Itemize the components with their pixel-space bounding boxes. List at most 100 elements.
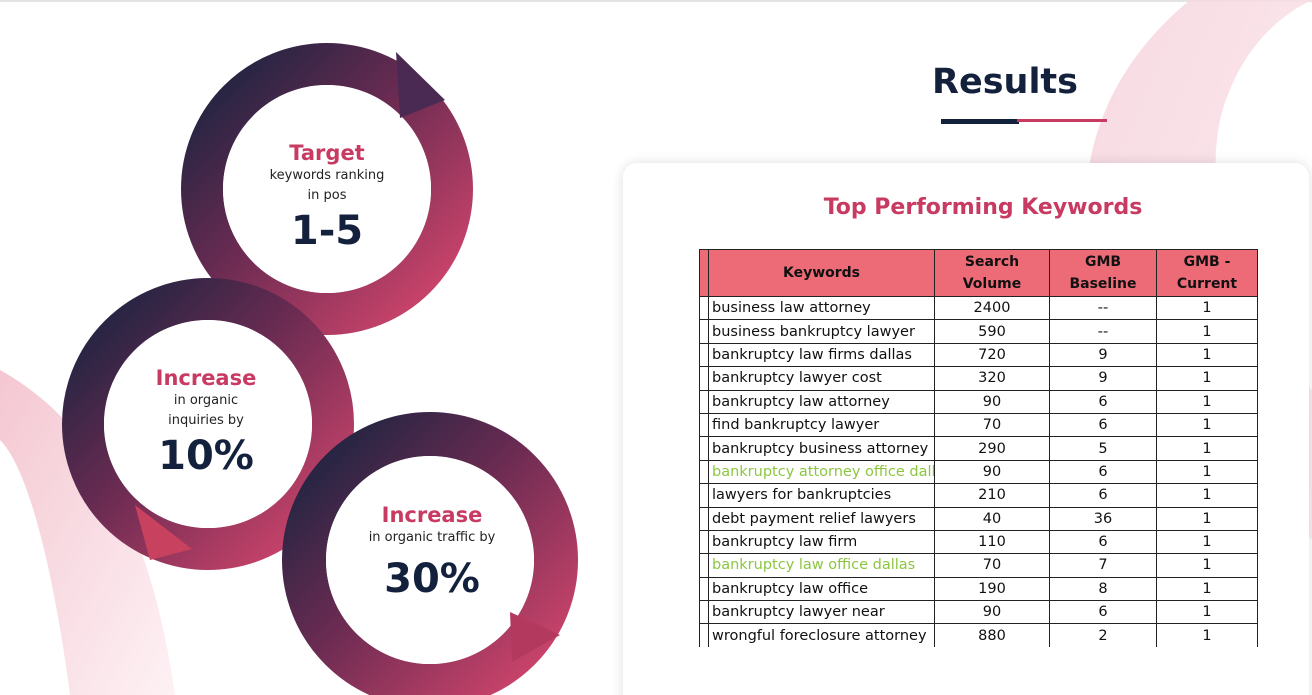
cell-search-volume: 720 [934, 343, 1050, 368]
cell-search-volume: 90 [934, 390, 1050, 414]
header-edge-cell [699, 249, 709, 297]
cell-search-volume: 90 [934, 460, 1050, 485]
cell-search-volume: 110 [934, 530, 1050, 555]
cell-keyword: bankruptcy lawyer cost [708, 366, 935, 391]
card-title: Top Performing Keywords [823, 195, 1143, 220]
table-row: wrongful foreclosure attorney 880 2 1 [699, 623, 1258, 647]
table-row: bankruptcy law firms dallas 720 9 1 [699, 343, 1258, 368]
circle-value: 1-5 [290, 208, 364, 254]
cell-gmb-baseline: 6 [1049, 413, 1157, 438]
table-row: bankruptcy attorney office dalla 90 6 1 [699, 460, 1258, 485]
cell-keyword: bankruptcy attorney office dalla [708, 460, 935, 485]
cell-keyword: business bankruptcy lawyer [708, 319, 935, 344]
row-edge-cell [699, 366, 709, 391]
row-edge-cell [699, 343, 709, 368]
cell-gmb-current: 1 [1156, 530, 1258, 555]
circle-line: keywords ranking [269, 168, 385, 183]
cell-gmb-current: 1 [1156, 460, 1258, 485]
keywords-card: Top Performing Keywords Keywords Search … [623, 163, 1309, 695]
table-header-row: Keywords Search Volume GMB Baseline GMB … [699, 249, 1258, 297]
cell-gmb-baseline: 9 [1049, 366, 1157, 391]
cell-gmb-baseline: 6 [1049, 390, 1157, 414]
row-edge-cell [699, 577, 709, 602]
ring-inquiries [62, 278, 354, 570]
cell-keyword: bankruptcy law office [708, 577, 935, 602]
cell-gmb-baseline: -- [1049, 319, 1157, 344]
title-underline-pink [1017, 119, 1107, 122]
cell-search-volume: 880 [934, 623, 1050, 647]
header-gmb-current: GMB - Current [1156, 249, 1258, 297]
cell-search-volume: 70 [934, 553, 1050, 578]
circle-heading: Increase [381, 503, 483, 527]
cell-search-volume: 40 [934, 507, 1050, 531]
ribbon-left [0, 370, 175, 695]
circle-line: in pos [307, 188, 347, 203]
cell-gmb-baseline: 6 [1049, 483, 1157, 508]
cell-gmb-current: 1 [1156, 319, 1258, 344]
cell-keyword: bankruptcy business attorney [708, 436, 935, 461]
cell-gmb-current: 1 [1156, 436, 1258, 461]
cell-gmb-current: 1 [1156, 600, 1258, 625]
cell-gmb-baseline: 6 [1049, 600, 1157, 625]
keywords-table: Keywords Search Volume GMB Baseline GMB … [699, 249, 1258, 647]
cell-search-volume: 290 [934, 436, 1050, 461]
circle-heading: Increase [155, 366, 257, 390]
table-row: bankruptcy law office dallas 70 7 1 [699, 553, 1258, 578]
table-row: bankruptcy law attorney 90 6 1 [699, 390, 1258, 414]
row-edge-cell [699, 413, 709, 438]
table-row: business bankruptcy lawyer 590 -- 1 [699, 319, 1258, 344]
circle-value: 10% [158, 433, 254, 479]
row-edge-cell [699, 436, 709, 461]
cell-gmb-baseline: 6 [1049, 530, 1157, 555]
ring-traffic [282, 412, 578, 695]
circle-value: 30% [384, 556, 480, 602]
row-edge-cell [699, 460, 709, 485]
cell-keyword: debt payment relief lawyers [708, 507, 935, 531]
row-edge-cell [699, 390, 709, 414]
cell-search-volume: 190 [934, 577, 1050, 602]
table-row: lawyers for bankruptcies 210 6 1 [699, 483, 1258, 508]
circle-traffic-text: Increase in organic traffic by 30% [347, 502, 517, 604]
row-edge-cell [699, 507, 709, 531]
cell-keyword: business law attorney [708, 296, 935, 321]
cell-gmb-baseline: 5 [1049, 436, 1157, 461]
row-edge-cell [699, 623, 709, 647]
results-title: Results [932, 62, 1078, 102]
cell-gmb-current: 1 [1156, 577, 1258, 602]
header-search-volume: Search Volume [934, 249, 1050, 297]
cell-gmb-current: 1 [1156, 507, 1258, 531]
header-keywords: Keywords [708, 249, 935, 297]
circle-line: inquiries by [168, 413, 244, 428]
table-row: debt payment relief lawyers 40 36 1 [699, 507, 1258, 531]
table-row: bankruptcy lawyer near 90 6 1 [699, 600, 1258, 625]
cell-gmb-baseline: 7 [1049, 553, 1157, 578]
cell-gmb-baseline: 8 [1049, 577, 1157, 602]
cell-gmb-current: 1 [1156, 366, 1258, 391]
title-underline-dark [941, 119, 1019, 124]
arrow-head-3-icon [510, 612, 560, 662]
cell-gmb-baseline: 2 [1049, 623, 1157, 647]
table-row: find bankruptcy lawyer 70 6 1 [699, 413, 1258, 438]
cell-search-volume: 210 [934, 483, 1050, 508]
cell-search-volume: 2400 [934, 296, 1050, 321]
table-row: bankruptcy business attorney 290 5 1 [699, 436, 1258, 461]
cell-gmb-baseline: 36 [1049, 507, 1157, 531]
cell-keyword: lawyers for bankruptcies [708, 483, 935, 508]
row-edge-cell [699, 483, 709, 508]
row-edge-cell [699, 600, 709, 625]
row-edge-cell [699, 319, 709, 344]
cell-gmb-baseline: 9 [1049, 343, 1157, 368]
cell-gmb-current: 1 [1156, 623, 1258, 647]
arrow-head-1-icon [396, 52, 445, 118]
header-gmb-current-line1: GMB - [1183, 254, 1231, 270]
cell-keyword: bankruptcy law firms dallas [708, 343, 935, 368]
circle-heading: Target [289, 141, 365, 165]
circle-line: in organic [173, 393, 239, 408]
cell-gmb-current: 1 [1156, 390, 1258, 414]
cell-gmb-current: 1 [1156, 343, 1258, 368]
row-edge-cell [699, 530, 709, 555]
header-search-volume-line1: Search [964, 254, 1020, 270]
cell-keyword: bankruptcy law attorney [708, 390, 935, 414]
top-divider [0, 0, 1312, 2]
